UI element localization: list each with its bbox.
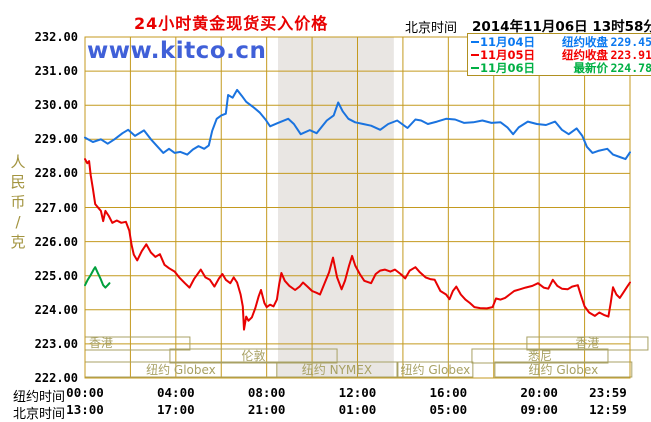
legend-label: 最新价 (573, 60, 609, 75)
y-axis-tick-label: 230.00 (34, 98, 78, 113)
legend-date: 11月04日 (480, 34, 536, 49)
legend-row-nov04: 11月04日 纽约收盘 229.45 (471, 34, 651, 49)
legend: 11月04日 纽约收盘 229.45 11月05日 纽约收盘 223.91 11… (467, 33, 651, 76)
market-session-label: 悉尼 (528, 349, 552, 363)
x-axis-tick-label: 01:00 (338, 402, 377, 417)
legend-value: 224.78 (610, 60, 651, 75)
y-axis-tick-label: 227.00 (34, 200, 78, 215)
x-axis-tick-label: 13:00 (66, 402, 104, 417)
price-line-nov05 (84, 158, 631, 331)
y-axis-tick-label: 231.00 (34, 64, 78, 79)
x-axis-tick-label: 23:59 (589, 385, 627, 400)
market-session-label: 纽约 Globex (146, 362, 216, 377)
y-axis-tick-label: 228.00 (34, 166, 78, 181)
x-axis-tick-label: 00:00 (66, 385, 104, 400)
series-dash-icon (471, 40, 479, 43)
y-axis-tick-label: 222.00 (34, 371, 78, 385)
legend-label: 纽约收盘 (562, 47, 608, 62)
kitco-watermark: www.kitco.cn (87, 38, 267, 64)
price-line-nov04 (84, 88, 631, 161)
series-dash-icon (471, 53, 479, 56)
beijing-time-label: 北京时间 (405, 21, 458, 36)
plot-border (84, 36, 631, 379)
legend-row-nov06: 11月06日 最新价 224.78 (471, 60, 651, 75)
legend-row-nov05: 11月05日 纽约收盘 223.91 (471, 47, 651, 62)
x-axis-tick-label: 17:00 (157, 402, 195, 417)
y-axis-tick-label: 226.00 (34, 234, 78, 249)
series-dash-icon (471, 66, 479, 69)
page-title: 24小时黄金现货买入价格 (134, 14, 329, 33)
x-axis-tick-label: 09:00 (520, 402, 558, 417)
y-axis-tick-label: 225.00 (34, 268, 78, 283)
market-session-box (276, 361, 398, 378)
market-session-label: 纽约 Globex (529, 362, 599, 377)
x-axis-tick-label: 08:00 (247, 385, 286, 400)
y-axis-tick-label: 229.00 (34, 132, 78, 147)
legend-date: 11月05日 (480, 47, 536, 62)
market-session-label: 香港 (89, 336, 113, 350)
y-axis-tick-label: 223.00 (34, 336, 78, 351)
market-session-box (471, 348, 609, 364)
legend-value: 229.45 (610, 34, 651, 49)
price-line-nov06 (84, 266, 111, 289)
market-session-label: 香港 (575, 336, 599, 350)
x-axis-tick-label: 12:59 (589, 402, 627, 417)
market-session-box (526, 336, 649, 351)
legend-date: 11月06日 (480, 60, 536, 75)
x-axis-tick-label: 12:00 (338, 385, 377, 400)
x-axis-tick-label: 20:00 (520, 385, 558, 400)
legend-label: 纽约收盘 (562, 34, 608, 49)
legend-value: 223.91 (610, 47, 651, 62)
x-axis-tick-label: 04:00 (157, 385, 195, 400)
market-session-label: 纽约 Globex (401, 362, 471, 377)
y-axis-tick-label: 232.00 (34, 30, 78, 44)
current-datetime: 2014年11月06日 13时58分 (472, 19, 651, 35)
x-axis-row1-label: 纽约时间 (13, 390, 66, 405)
x-axis-tick-label: 21:00 (247, 402, 286, 417)
market-session-label: 伦敦 (241, 348, 265, 363)
x-axis-tick-label: 16:00 (429, 385, 468, 400)
market-session-box (169, 348, 338, 364)
market-session-label: 纽约 NYMEX (302, 362, 372, 377)
y-axis-unit-label: 人民币 / 克 (10, 153, 26, 251)
market-session-box (494, 361, 633, 378)
market-session-box (397, 361, 474, 378)
x-axis-tick-label: 05:00 (429, 402, 468, 417)
y-axis-tick-label: 224.00 (34, 302, 78, 317)
x-axis-row2-label: 北京时间 (13, 407, 66, 422)
